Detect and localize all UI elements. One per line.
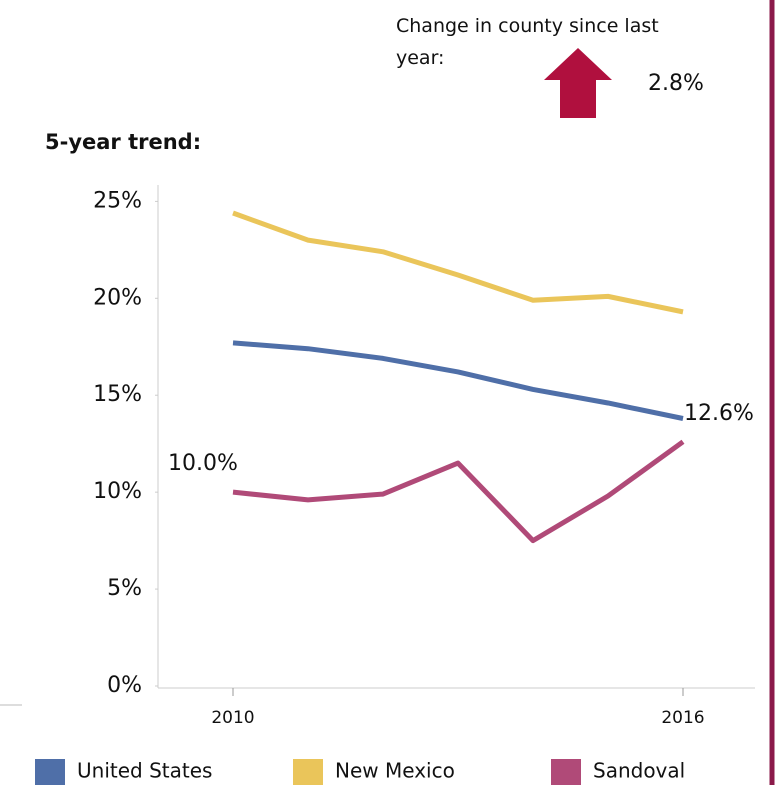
chart-title: 5-year trend: — [45, 130, 201, 154]
y-tick-label: 5% — [107, 576, 142, 601]
y-tick-label: 0% — [107, 673, 142, 698]
legend-label: United States — [77, 759, 212, 783]
series-line — [232, 439, 685, 544]
x-tick-label: 2010 — [211, 708, 254, 728]
y-tick-label: 15% — [93, 382, 142, 407]
legend-swatch — [293, 759, 323, 785]
y-tick-label: 10% — [93, 479, 142, 504]
up-arrow — [544, 48, 612, 118]
legend-label: New Mexico — [335, 759, 455, 783]
change-value: 2.8% — [648, 71, 704, 96]
legend-swatch — [35, 759, 65, 785]
legend-swatch — [551, 759, 581, 785]
change-label: Change in county since last year: — [396, 15, 659, 69]
y-tick-label: 20% — [93, 285, 142, 310]
y-tick-label: 25% — [93, 188, 142, 213]
x-tick-label: 2016 — [661, 708, 704, 728]
series-line — [232, 210, 684, 315]
series-line — [232, 340, 684, 421]
data-label: 12.6% — [684, 401, 754, 426]
change-label-box: Change in county since last year: — [396, 15, 659, 69]
data-label: 10.0% — [168, 451, 238, 476]
legend-label: Sandoval — [593, 759, 685, 783]
